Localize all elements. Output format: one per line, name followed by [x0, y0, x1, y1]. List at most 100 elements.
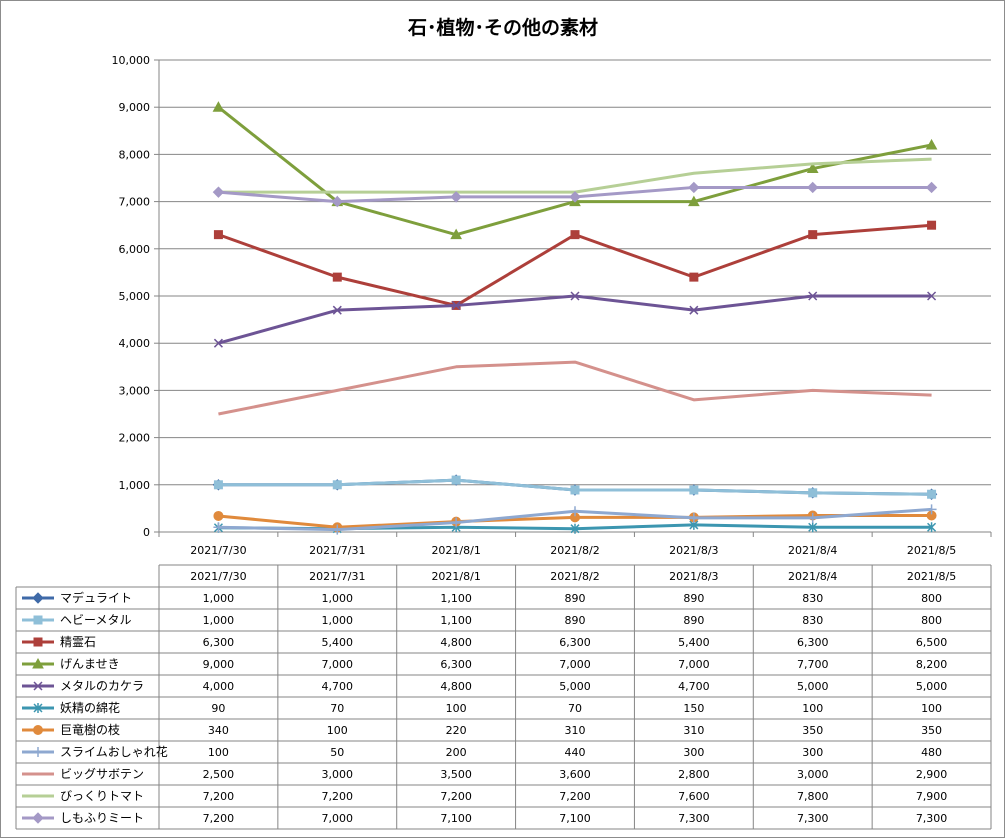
table-value-cell: 100	[921, 702, 942, 715]
table-header-cell: 2021/8/3	[669, 570, 718, 583]
data-point	[332, 480, 342, 490]
table-value-cell: 7,300	[678, 812, 710, 825]
table-value-cell: 480	[921, 746, 942, 759]
data-point	[927, 489, 937, 499]
data-table: 2021/7/30 2021/7/31 2021/8/1 2021/8/2 2021/8…	[15, 564, 992, 830]
y-tick-label: 0	[143, 526, 150, 539]
legend-key-marker	[32, 657, 44, 669]
table-value-cell: 3,600	[559, 768, 591, 781]
table-value-cell: 6,300	[440, 658, 472, 671]
table-value-cell: 8,200	[916, 658, 948, 671]
y-tick-label: 1,000	[119, 479, 151, 492]
table-value-cell: 7,600	[678, 790, 710, 803]
legend-label: 妖精の綿花	[60, 700, 120, 715]
data-point	[927, 522, 937, 533]
data-point	[451, 517, 462, 528]
table-value-cell: 4,000	[203, 680, 235, 693]
table-header-cell: 2021/7/30	[190, 570, 246, 583]
table-value-cell: 7,200	[322, 790, 354, 803]
table-header-cell: 2021/8/2	[550, 570, 599, 583]
legend-label: 精霊石	[60, 635, 96, 649]
table-value-cell: 1,000	[203, 614, 235, 627]
table-value-cell: 2,900	[916, 768, 948, 781]
table-value-cell: 6,500	[916, 636, 948, 649]
table-value-cell: 5,000	[797, 680, 829, 693]
x-category-label: 2021/8/5	[907, 544, 956, 557]
legend-key-marker	[32, 812, 44, 824]
series-line	[217, 106, 932, 237]
table-value-cell: 7,100	[440, 812, 472, 825]
x-category-label: 2021/8/3	[669, 544, 718, 557]
data-point	[450, 228, 462, 240]
table-value-cell: 800	[921, 592, 942, 605]
data-point	[450, 191, 462, 203]
chart-title: 石･植物･その他の素材	[407, 16, 598, 39]
table-value-cell: 9,000	[203, 658, 235, 671]
x-category-label: 2021/7/31	[309, 544, 365, 557]
table-value-cell: 440	[565, 746, 586, 759]
data-point	[807, 181, 819, 194]
legend-key-marker	[32, 592, 44, 604]
table-value-cell: 100	[327, 724, 348, 737]
legend-key-marker	[33, 747, 43, 757]
table-value-cell: 7,200	[203, 812, 235, 825]
data-point	[451, 475, 461, 485]
data-point	[213, 480, 223, 490]
data-point	[807, 512, 818, 523]
table-value-cell: 890	[565, 592, 586, 605]
table-value-cell: 100	[802, 702, 823, 715]
data-point	[570, 506, 580, 517]
data-point	[213, 522, 224, 533]
table-value-cell: 220	[446, 724, 467, 737]
data-point	[570, 230, 580, 240]
table-value-cell: 2,800	[678, 768, 710, 781]
data-point	[688, 512, 699, 523]
data-point	[213, 338, 223, 348]
data-point	[332, 524, 343, 535]
table-value-cell: 310	[683, 724, 704, 737]
data-point	[926, 504, 937, 515]
table-value-cell: 890	[683, 592, 704, 605]
data-point	[569, 191, 581, 203]
table-value-cell: 7,100	[559, 812, 591, 825]
table-value-cell: 7,000	[678, 658, 710, 671]
data-point	[332, 305, 342, 315]
table-header-cell: 2021/8/1	[431, 570, 480, 583]
legend-key-marker	[33, 725, 43, 735]
legend-key-marker	[33, 637, 43, 647]
table-value-cell: 1,000	[322, 614, 354, 627]
table-value-cell: 100	[208, 746, 229, 759]
y-tick-label: 4,000	[119, 337, 151, 350]
table-value-cell: 1,100	[440, 592, 472, 605]
table-value-cell: 2,500	[203, 768, 235, 781]
table-value-cell: 4,700	[678, 680, 710, 693]
data-point	[808, 291, 818, 301]
table-value-cell: 4,800	[440, 636, 472, 649]
x-category-labels: 2021/7/30 2021/7/31 2021/8/1 2021/8/2 2021/8…	[190, 544, 956, 557]
data-point	[689, 485, 699, 495]
data-point	[212, 101, 225, 112]
table-value-cell: 5,400	[322, 636, 354, 649]
table-value-cell: 4,700	[322, 680, 354, 693]
table-value-cell: 7,200	[203, 790, 235, 803]
table-value-cell: 3,500	[440, 768, 472, 781]
table-value-cell: 1,000	[322, 592, 354, 605]
table-value-cell: 3,000	[797, 768, 829, 781]
table-value-cell: 5,000	[559, 680, 591, 693]
legend-label: びっくりトマト	[60, 789, 144, 803]
data-point	[689, 305, 699, 315]
table-value-cell: 7,300	[916, 812, 948, 825]
data-point	[570, 291, 580, 301]
legend-label: ヘビーメタル	[60, 613, 132, 627]
table-value-cell: 200	[446, 746, 467, 759]
legend-key-marker	[33, 681, 43, 691]
table-value-cell: 70	[330, 702, 344, 715]
data-point	[451, 300, 461, 310]
series-line	[218, 294, 932, 345]
table-value-cell: 350	[921, 724, 942, 737]
table-value-cell: 7,200	[440, 790, 472, 803]
legend-label: げんませき	[60, 657, 120, 671]
table-value-cell: 50	[330, 746, 344, 759]
